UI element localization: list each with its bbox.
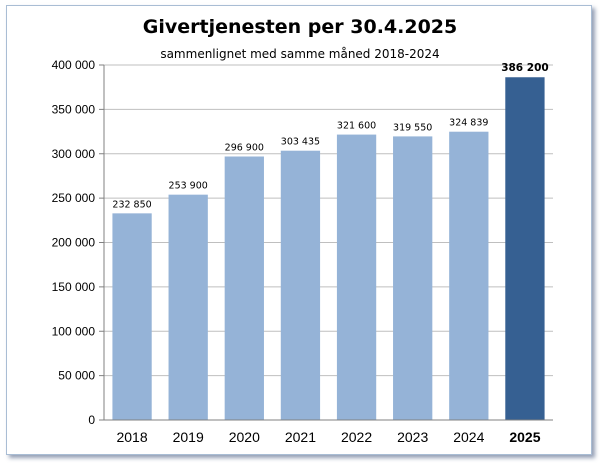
x-tick-label-2021: 2021	[285, 429, 316, 445]
y-tick-label: 0	[88, 413, 95, 427]
data-label-2025: 386 200	[501, 62, 549, 74]
y-tick-label: 350 000	[52, 102, 96, 116]
y-tick-label: 50 000	[58, 369, 95, 383]
bar-2022	[336, 134, 377, 420]
data-label-2022: 321 600	[337, 121, 376, 132]
x-tick-label-2022: 2022	[341, 429, 372, 445]
y-tick-label: 400 000	[52, 58, 96, 72]
chart-subtitle: sammenlignet med samme måned 2018-2024	[160, 47, 439, 61]
y-tick-label: 200 000	[52, 236, 96, 250]
y-tick-label: 150 000	[52, 280, 96, 294]
chart-title: Givertjenesten per 30.4.2025	[143, 16, 458, 38]
bar-2018	[112, 213, 152, 420]
data-label-2020: 296 900	[225, 143, 264, 154]
data-label-2021: 303 435	[281, 137, 320, 148]
x-tick-label-2023: 2023	[397, 429, 428, 445]
bar-2025	[505, 77, 545, 420]
data-label-2019: 253 900	[169, 181, 208, 192]
bar-2019	[168, 194, 208, 420]
y-tick-label: 300 000	[52, 147, 96, 161]
bar-2023	[393, 136, 433, 421]
x-tick-label-2019: 2019	[173, 429, 204, 445]
x-tick-label-2020: 2020	[229, 429, 260, 445]
data-label-2024: 324 839	[449, 118, 488, 129]
data-label-2023: 319 550	[393, 122, 432, 133]
y-tick-label: 250 000	[52, 191, 96, 205]
bar-2021	[280, 150, 321, 421]
y-tick-label: 100 000	[52, 324, 96, 338]
x-tick-label-2025: 2025	[509, 429, 540, 445]
x-tick-label-2024: 2024	[453, 429, 484, 445]
bar-2020	[224, 156, 264, 420]
x-tick-label-2018: 2018	[116, 429, 147, 445]
data-label-2018: 232 850	[112, 199, 151, 210]
bar-2024	[449, 131, 489, 420]
